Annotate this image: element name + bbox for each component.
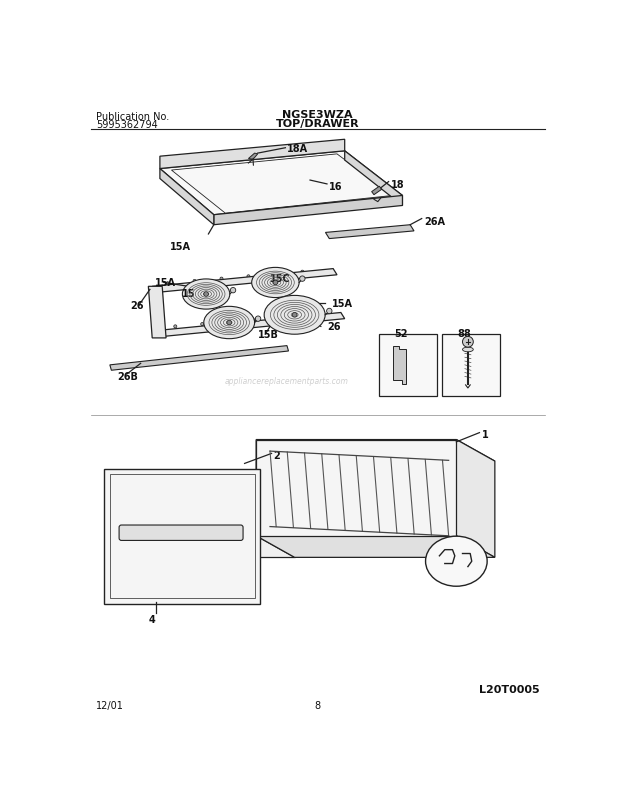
Circle shape	[274, 273, 277, 276]
Text: 15A: 15A	[154, 278, 175, 288]
Text: 26: 26	[327, 322, 340, 332]
Text: 12/01: 12/01	[96, 700, 124, 710]
Text: 88: 88	[457, 328, 471, 338]
Text: L20T0005: L20T0005	[479, 685, 539, 695]
Ellipse shape	[204, 307, 255, 339]
Ellipse shape	[463, 348, 473, 352]
Circle shape	[327, 309, 332, 314]
Polygon shape	[371, 187, 382, 196]
Bar	[379, 334, 437, 396]
Polygon shape	[456, 440, 495, 557]
Circle shape	[166, 282, 169, 286]
Polygon shape	[256, 440, 495, 461]
Circle shape	[255, 318, 258, 322]
Text: 8: 8	[315, 700, 321, 710]
Text: 15B: 15B	[258, 330, 278, 339]
Polygon shape	[256, 536, 495, 557]
Text: 4: 4	[149, 614, 156, 624]
FancyBboxPatch shape	[119, 525, 243, 541]
Text: 15C: 15C	[270, 273, 291, 283]
Text: 5995362794: 5995362794	[96, 120, 157, 130]
Circle shape	[247, 275, 250, 278]
Text: 18: 18	[391, 180, 404, 190]
Polygon shape	[104, 469, 260, 604]
Text: 1: 1	[482, 430, 489, 439]
Polygon shape	[345, 152, 402, 206]
Ellipse shape	[252, 268, 299, 298]
Circle shape	[463, 337, 473, 348]
Text: 7: 7	[453, 569, 459, 580]
Polygon shape	[160, 313, 345, 337]
Text: 16: 16	[329, 182, 343, 192]
Circle shape	[231, 288, 236, 294]
Polygon shape	[256, 440, 294, 557]
Ellipse shape	[182, 280, 230, 310]
Text: 26A: 26A	[424, 217, 445, 227]
Circle shape	[174, 326, 177, 329]
Circle shape	[309, 314, 312, 317]
Polygon shape	[393, 346, 406, 385]
Polygon shape	[160, 140, 345, 169]
Circle shape	[293, 313, 297, 318]
Polygon shape	[152, 269, 337, 293]
Ellipse shape	[425, 537, 487, 586]
Text: 26: 26	[130, 301, 143, 310]
Bar	[443, 334, 500, 396]
Polygon shape	[326, 225, 414, 239]
Text: 52: 52	[394, 328, 408, 338]
Circle shape	[273, 281, 278, 286]
Circle shape	[193, 280, 196, 283]
Circle shape	[220, 277, 223, 281]
Circle shape	[281, 316, 285, 319]
Polygon shape	[256, 461, 294, 557]
Ellipse shape	[264, 296, 325, 334]
Polygon shape	[160, 169, 214, 225]
Text: appliancereplacementparts.com: appliancereplacementparts.com	[225, 376, 349, 385]
Polygon shape	[214, 196, 402, 225]
Polygon shape	[110, 346, 288, 371]
Text: 18A: 18A	[287, 144, 308, 153]
Polygon shape	[256, 440, 456, 536]
Text: TOP/DRAWER: TOP/DRAWER	[276, 119, 360, 129]
Text: 26B: 26B	[118, 372, 138, 382]
Text: 15A: 15A	[170, 241, 191, 251]
Text: Publication No.: Publication No.	[96, 111, 169, 122]
Polygon shape	[148, 287, 166, 338]
Circle shape	[299, 277, 305, 282]
Text: 2: 2	[273, 451, 280, 460]
Circle shape	[204, 293, 208, 297]
Circle shape	[228, 321, 231, 324]
Polygon shape	[160, 152, 402, 216]
Circle shape	[201, 323, 204, 326]
Polygon shape	[172, 155, 392, 214]
Circle shape	[227, 321, 231, 326]
Circle shape	[301, 271, 304, 274]
Text: 15: 15	[182, 289, 195, 299]
Text: NGSE3WZA: NGSE3WZA	[283, 110, 353, 120]
Circle shape	[255, 317, 261, 322]
Polygon shape	[249, 154, 258, 160]
Text: 15A: 15A	[332, 299, 353, 309]
